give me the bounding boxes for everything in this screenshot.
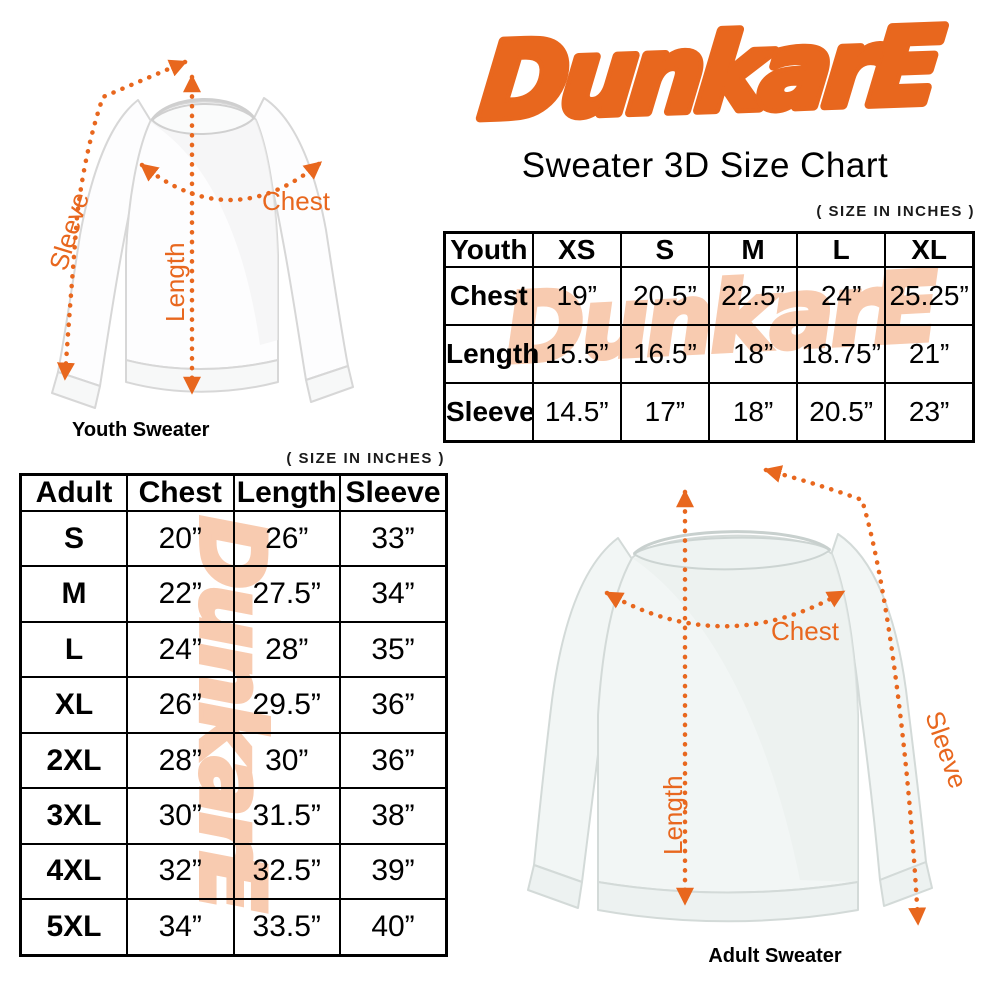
chart-title: Sweater 3D Size Chart — [521, 146, 889, 185]
column-header: XL — [884, 231, 975, 268]
table-row: 2XL 28” 30” 36” — [19, 731, 448, 790]
size-value-cell: 18.75” — [796, 323, 887, 384]
adult-sweater-illustration: Sleeve Length Chest — [527, 465, 974, 926]
table-row: L 24” 28” 35” — [19, 620, 448, 679]
size-value-cell: 33.5” — [232, 898, 341, 957]
youth-units-note: ( SIZE IN INCHES ) — [816, 203, 975, 220]
table-row: Length 15.5” 16.5” 18” 18.75” 21” — [443, 323, 975, 384]
size-value-cell: 18” — [707, 323, 799, 384]
size-value-cell: 31.5” — [232, 787, 341, 845]
size-value-cell: 25.25” — [884, 266, 975, 326]
size-value-cell: 24” — [126, 620, 235, 679]
size-value-cell: 26” — [126, 676, 235, 734]
row-header: Chest — [443, 266, 534, 326]
adult-sweater-diagram: Sleeve Length Chest Adult Sweater — [470, 450, 1000, 990]
size-value-cell: 32.5” — [232, 842, 341, 901]
table-row: 5XL 34” 33.5” 40” — [19, 898, 448, 957]
header-row: Adult Chest Length Sleeve — [19, 473, 448, 512]
column-header: Length — [232, 473, 341, 512]
size-value-cell: 15.5” — [531, 323, 622, 384]
row-header: Sleeve — [443, 381, 535, 443]
youth-sweater-diagram: Sleeve Length Chest Youth Sweater — [0, 30, 430, 444]
size-value-cell: 26” — [232, 509, 341, 568]
brand-logo: DunkarE — [471, 6, 951, 147]
size-value-cell: 38” — [339, 787, 448, 845]
youth-chest-measure-line — [139, 160, 323, 203]
size-value-cell: 19” — [531, 266, 622, 326]
row-header: 3XL — [19, 787, 128, 845]
column-header: S — [619, 231, 710, 268]
column-header: Youth — [443, 231, 534, 268]
row-header: XL — [19, 676, 128, 734]
column-header: XS — [531, 231, 622, 268]
youth-sweater-illustration: Sleeve Length Chest — [43, 59, 354, 409]
size-value-cell: 20.5” — [796, 381, 887, 443]
size-value-cell: 32” — [126, 842, 235, 901]
adult-chest-label: Chest — [771, 616, 840, 646]
size-value-cell: 18” — [707, 381, 799, 443]
size-value-cell: 28” — [232, 620, 341, 679]
size-value-cell: 36” — [339, 676, 448, 734]
size-value-cell: 20” — [126, 509, 235, 568]
size-value-cell: 27.5” — [232, 565, 341, 623]
adult-sleeve-label: Sleeve — [919, 707, 973, 792]
youth-sweater-shape — [51, 97, 354, 409]
size-value-cell: 24” — [796, 266, 887, 326]
size-value-cell: 17” — [619, 381, 710, 443]
column-header: Sleeve — [339, 473, 448, 512]
size-value-cell: 29.5” — [232, 676, 341, 734]
size-value-cell: 16.5” — [619, 323, 710, 384]
adult-sweater-shape — [527, 530, 933, 923]
youth-chest-label: Chest — [262, 186, 331, 216]
row-header: 5XL — [19, 898, 128, 957]
table-row: 4XL 32” 32.5” 39” — [19, 842, 448, 901]
row-header: S — [19, 509, 128, 568]
size-value-cell: 23” — [884, 381, 975, 443]
size-value-cell: 20.5” — [619, 266, 710, 326]
size-value-cell: 22.5” — [707, 266, 799, 326]
size-value-cell: 22” — [126, 565, 235, 623]
youth-diagram-caption: Youth Sweater — [72, 419, 210, 441]
size-value-cell: 30” — [232, 731, 341, 790]
table-row: XL 26” 29.5” 36” — [19, 676, 448, 734]
header-row: Youth XS S M L XL — [443, 231, 975, 268]
size-value-cell: 40” — [339, 898, 448, 957]
adult-size-table: Adult Chest Length Sleeve S 20” 26” 33” M 22” 27.5… — [19, 473, 448, 957]
adult-length-label: Length — [658, 775, 688, 855]
row-header: L — [19, 620, 128, 679]
column-header: Chest — [126, 473, 235, 512]
row-header: M — [19, 565, 128, 623]
youth-sleeve-measure-line — [56, 59, 188, 381]
size-value-cell: 36” — [339, 731, 448, 790]
size-value-cell: 39” — [339, 842, 448, 901]
youth-size-table: Youth XS S M L XL Chest 19” 20.5” 22.5” 24” 25.25” L… — [443, 231, 975, 443]
size-value-cell: 14.5” — [531, 381, 622, 443]
brand-logo-text: DunkarE — [475, 6, 946, 143]
row-header: 2XL — [19, 731, 128, 790]
column-header: M — [707, 231, 799, 268]
adult-diagram-caption: Adult Sweater — [708, 945, 842, 967]
size-value-cell: 34” — [339, 565, 448, 623]
size-value-cell: 30” — [126, 787, 235, 845]
column-header: L — [796, 231, 887, 268]
table-row: M 22” 27.5” 34” — [19, 565, 448, 623]
table-row: S 20” 26” 33” — [19, 509, 448, 568]
table-row: 3XL 30” 31.5” 38” — [19, 787, 448, 845]
row-header: 4XL — [19, 842, 128, 901]
row-header: Length — [443, 323, 539, 384]
size-value-cell: 34” — [126, 898, 235, 957]
youth-length-label: Length — [160, 242, 190, 322]
column-header: Adult — [19, 473, 128, 512]
size-value-cell: 28” — [126, 731, 235, 790]
table-row: Sleeve 14.5” 17” 18” 20.5” 23” — [443, 381, 975, 443]
table-row: Chest 19” 20.5” 22.5” 24” 25.25” — [443, 266, 975, 326]
adult-sleeve-measure-line — [763, 465, 927, 926]
adult-chest-measure-line — [604, 589, 846, 629]
adult-units-note: ( SIZE IN INCHES ) — [286, 450, 445, 467]
size-value-cell: 33” — [339, 509, 448, 568]
size-value-cell: 21” — [884, 323, 975, 384]
size-value-cell: 35” — [339, 620, 448, 679]
